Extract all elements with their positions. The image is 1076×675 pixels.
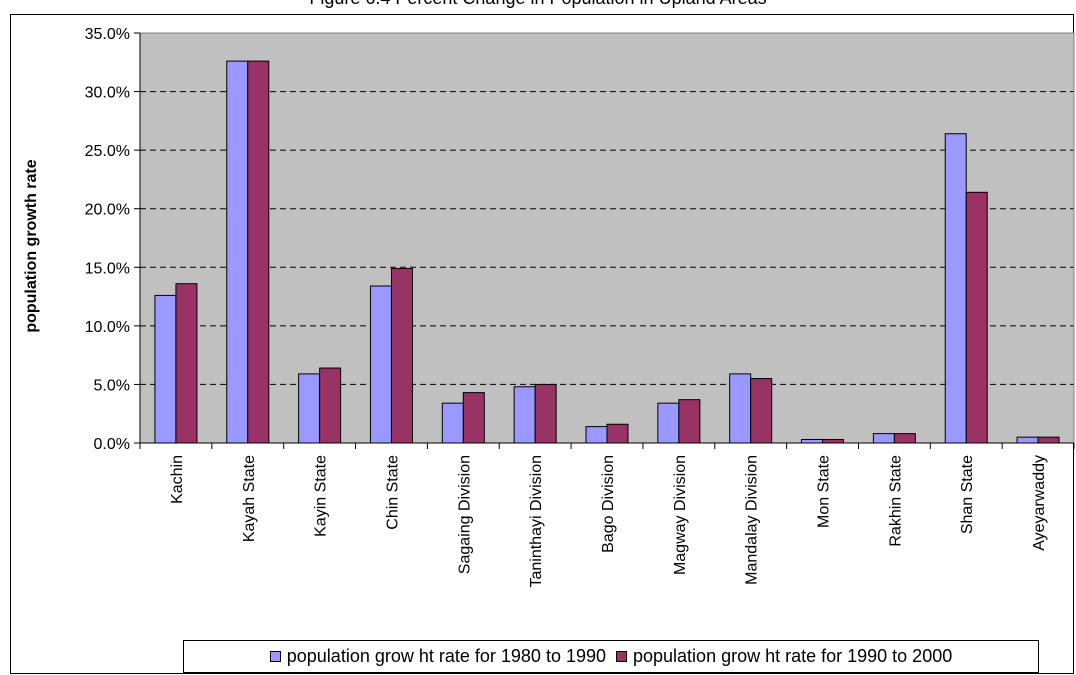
legend-label-series-2: population grow ht rate for 1990 to 2000 (633, 646, 953, 666)
legend-item-series-1: population grow ht rate for 1980 to 1990 (269, 646, 606, 667)
bar-2-chin-state (390, 267, 413, 444)
x-category-label: Rakhin State (887, 455, 904, 547)
legend-label-series-1: population grow ht rate for 1980 to 1990 (286, 646, 606, 666)
x-category-label: Ayeyarwaddy (1031, 455, 1048, 551)
plot-area (140, 33, 1074, 443)
y-tick-label: 20.0% (85, 202, 130, 219)
bar-1-kachin (154, 294, 177, 444)
x-category-label: Kayah State (241, 455, 258, 542)
x-category-label: Bago Division (600, 455, 617, 553)
y-tick-label: 10.0% (85, 319, 130, 336)
bar-1-bago-division (585, 426, 608, 444)
bar-1-shan-state (944, 133, 967, 444)
y-tick-label: 5.0% (94, 377, 130, 394)
bar-2-shan-state (965, 191, 988, 444)
y-tick-label: 30.0% (85, 85, 130, 102)
legend: population grow ht rate for 1980 to 1990… (183, 640, 1039, 673)
legend-item-series-2: population grow ht rate for 1990 to 2000 (616, 646, 952, 667)
bar-1-sagaing-division (441, 402, 464, 444)
bar-2-mon-state (822, 438, 845, 444)
x-category-label: Mandalay Division (744, 455, 761, 585)
y-tick-label: 35.0% (85, 26, 130, 43)
bar-1-ayeyarwaddy (1016, 436, 1039, 444)
bar-2-sagaing-division (462, 392, 485, 444)
bar-2-magway-division (678, 399, 701, 444)
bar-1-rakhin-state (872, 433, 895, 444)
x-category-label: Mon State (816, 455, 833, 528)
x-category-label: Kayin State (313, 455, 330, 537)
bar-1-chin-state (369, 285, 392, 444)
bar-1-kayah-state (226, 60, 249, 444)
bar-2-taninthayi-division (534, 383, 557, 444)
legend-swatch-series-1 (269, 651, 281, 662)
x-category-label: Taninthayi Division (528, 455, 545, 588)
bar-1-mon-state (801, 438, 824, 444)
x-category-label: Chin State (384, 455, 401, 530)
bar-1-taninthayi-division (513, 386, 536, 444)
legend-swatch-series-2 (616, 651, 627, 662)
bar-2-bago-division (606, 423, 629, 444)
chart-title: Figure 6.4 Percent Change in Population … (0, 0, 1076, 9)
bar-2-ayeyarwaddy (1037, 436, 1060, 444)
x-category-label: Magway Division (672, 455, 689, 575)
bar-1-kayin-state (298, 373, 321, 444)
bar-1-mandalay-division (729, 373, 752, 444)
y-tick-label: 15.0% (85, 260, 130, 277)
y-tick-label: 0.0% (94, 436, 130, 453)
x-category-label: Sagaing Division (456, 455, 473, 574)
y-tick-label: 25.0% (85, 143, 130, 160)
bar-2-mandalay-division (750, 378, 773, 444)
bar-2-kayin-state (319, 367, 342, 444)
bar-2-rakhin-state (893, 433, 916, 444)
x-category-label: Kachin (169, 455, 186, 504)
bar-1-magway-division (657, 402, 680, 444)
x-category-label: Shan State (959, 455, 976, 534)
bar-2-kayah-state (247, 60, 270, 444)
bar-2-kachin (175, 283, 198, 444)
y-axis-label: population growth rate (23, 159, 40, 332)
